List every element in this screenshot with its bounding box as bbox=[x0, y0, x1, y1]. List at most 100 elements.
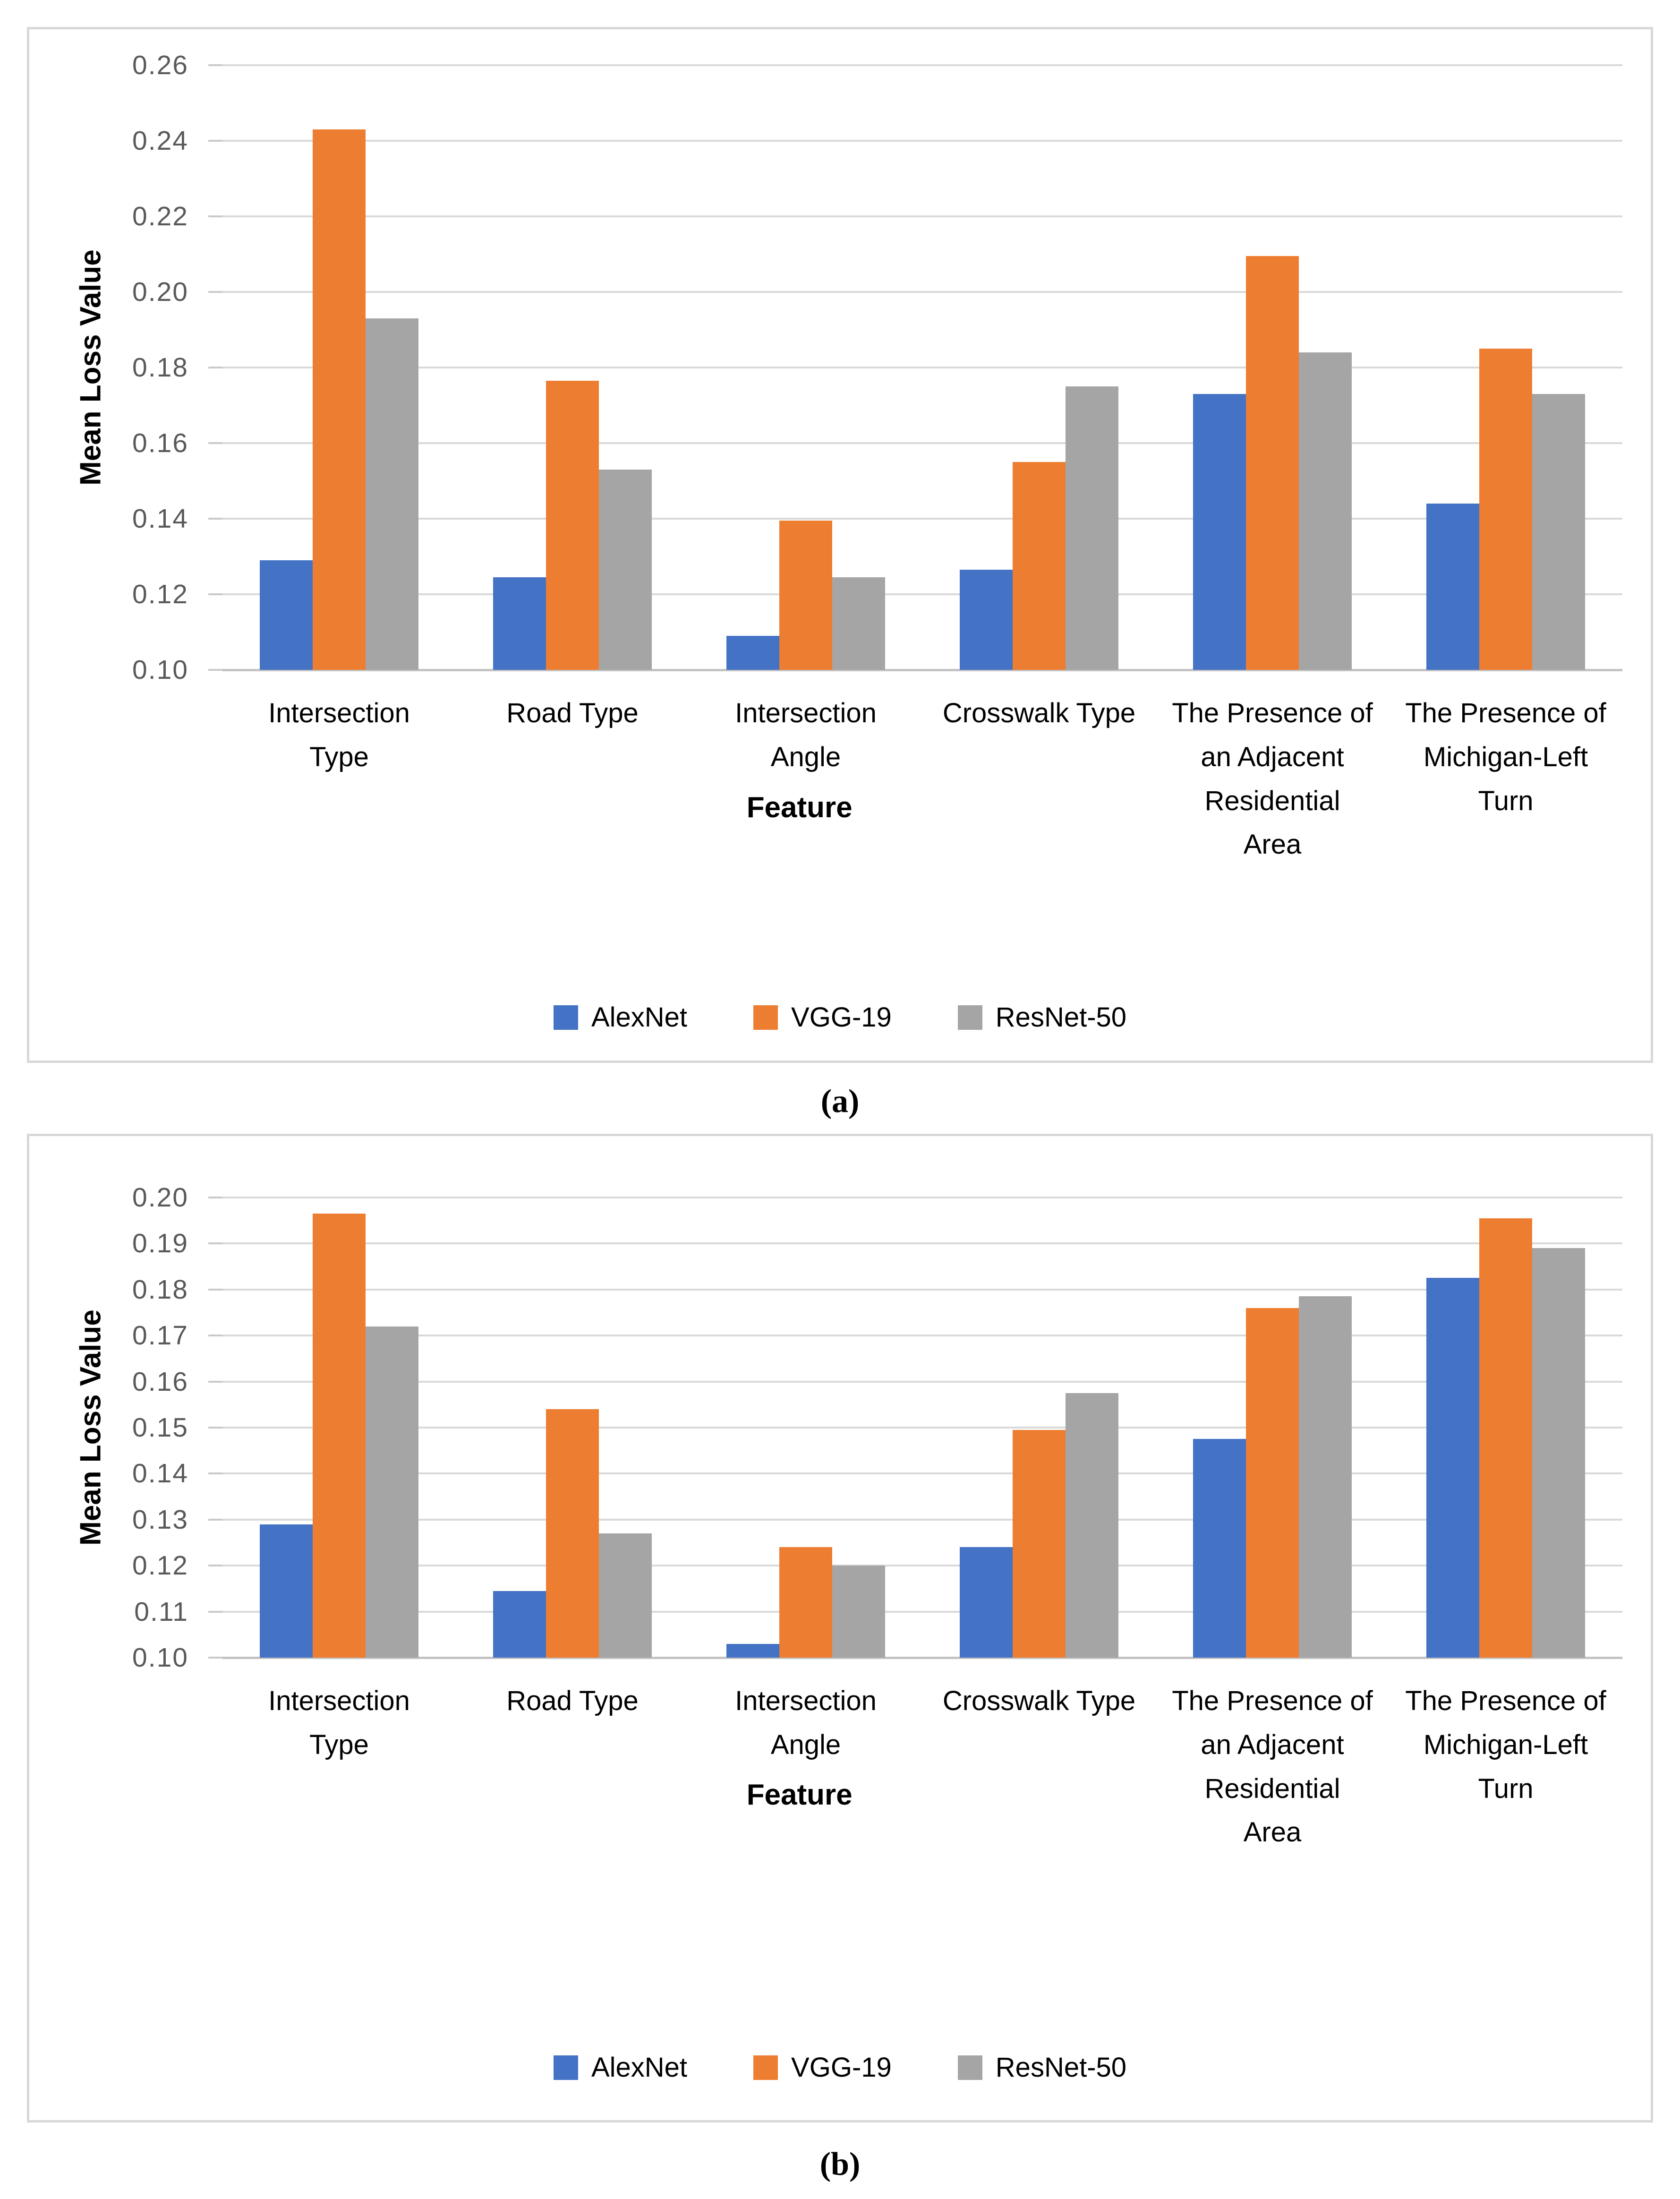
y-tick-label: 0.12 bbox=[132, 1550, 188, 1581]
x-category-label: Road Type bbox=[506, 698, 639, 728]
bar-group bbox=[1389, 1198, 1622, 1658]
bar-group bbox=[1156, 65, 1389, 670]
y-tick-mark bbox=[208, 215, 222, 217]
y-tick-label: 0.16 bbox=[132, 1366, 188, 1397]
x-category-label: Intersection Angle bbox=[735, 698, 877, 772]
bars-layer bbox=[222, 1198, 1622, 1658]
y-tick-label: 0.20 bbox=[132, 277, 188, 307]
y-tick-label: 0.12 bbox=[132, 579, 188, 609]
legend-item: ResNet-50 bbox=[957, 2052, 1126, 2083]
y-tick-label: 0.13 bbox=[132, 1504, 188, 1535]
bar-alexnet bbox=[1193, 394, 1246, 670]
y-tick-mark bbox=[208, 64, 222, 66]
plot-area: 0.20 0.19 0.18 0.17 0.16 0.15 0.14 0.13 0.12 0.11… bbox=[132, 1182, 1622, 1673]
bar-vgg-19 bbox=[546, 381, 599, 670]
x-axis-title: Feature bbox=[746, 791, 853, 824]
bar-group bbox=[456, 1198, 689, 1658]
x-category-label: Crosswalk Type bbox=[942, 698, 1136, 728]
bar-resnet-50 bbox=[832, 1566, 886, 1658]
y-tick-label: 0.10 bbox=[132, 655, 188, 685]
y-tick-label: 0.16 bbox=[132, 428, 188, 458]
y-tick-label: 0.14 bbox=[132, 504, 188, 534]
gridline bbox=[222, 1197, 1622, 1198]
legend-swatch-alexnet bbox=[553, 1005, 578, 1030]
y-tick-mark bbox=[208, 518, 222, 520]
y-tick-label: 0.24 bbox=[132, 126, 188, 156]
panel-caption-b: (b) bbox=[819, 2146, 861, 2182]
legend-item: AlexNet bbox=[553, 1001, 687, 1033]
legend-swatch-resnet-50 bbox=[957, 2055, 982, 2080]
y-tick-label: 0.22 bbox=[132, 201, 188, 231]
gridline bbox=[222, 442, 1622, 444]
gridline bbox=[222, 518, 1622, 520]
y-tick-mark bbox=[208, 1427, 222, 1429]
x-axis-line bbox=[222, 669, 1622, 671]
gridline bbox=[222, 1565, 1622, 1567]
bar-resnet-50 bbox=[1066, 1393, 1119, 1658]
y-tick-mark bbox=[208, 669, 222, 671]
bar-resnet-50 bbox=[1532, 394, 1586, 670]
bar-resnet-50 bbox=[599, 1533, 652, 1658]
bar-alexnet bbox=[959, 570, 1013, 670]
plot-area: 0.26 0.24 0.22 0.20 0.18 0.16 0.14 0.12 0.10 bbox=[132, 50, 1622, 685]
y-tick-mark bbox=[208, 593, 222, 595]
legend-label: ResNet-50 bbox=[995, 1002, 1127, 1033]
chart-panel-b: Mean Loss Value 0.20 0.19 0.18 0.17 0.16 0.15… bbox=[27, 1134, 1653, 2122]
x-category-label: Intersection Angle bbox=[735, 1686, 877, 1760]
chart-panel-a: Mean Loss Value 0.26 0.24 0.22 0.20 0.18 0.16… bbox=[27, 27, 1653, 1063]
bar-vgg-19 bbox=[1012, 462, 1066, 670]
bar-group bbox=[222, 1198, 456, 1658]
bar-vgg-19 bbox=[779, 1547, 833, 1658]
gridline bbox=[222, 593, 1622, 595]
gridline bbox=[222, 1380, 1622, 1383]
panel-caption-a: (a) bbox=[820, 1083, 860, 1120]
bar-vgg-19 bbox=[312, 129, 366, 670]
y-tick-label: 0.10 bbox=[132, 1643, 188, 1673]
y-tick-mark bbox=[208, 1197, 222, 1198]
gridline bbox=[222, 1427, 1622, 1429]
x-category-label: Intersection Type bbox=[268, 1686, 410, 1760]
legend: AlexNet VGG-19 ResNet-50 bbox=[29, 2052, 1651, 2083]
y-tick-mark bbox=[208, 1380, 222, 1383]
x-category-labels: Intersection Type Road Type Intersection Ang… bbox=[222, 692, 1622, 867]
y-tick-label: 0.19 bbox=[132, 1228, 188, 1259]
bar-group bbox=[689, 65, 922, 670]
legend-item: AlexNet bbox=[553, 2052, 688, 2083]
legend: AlexNet VGG-19 ResNet-50 bbox=[29, 1001, 1651, 1033]
x-category-label: The Presence of Michigan-Left Turn bbox=[1405, 698, 1606, 816]
gridline bbox=[222, 1518, 1622, 1521]
x-category-label: The Presence of an Adjacent Residential Are… bbox=[1172, 698, 1373, 860]
y-tick-mark bbox=[208, 140, 222, 142]
y-tick-label: 0.11 bbox=[134, 1596, 188, 1627]
legend-label: AlexNet bbox=[591, 2052, 688, 2083]
bar-group bbox=[456, 65, 689, 670]
bar-group bbox=[689, 1198, 922, 1658]
y-tick-mark bbox=[208, 1288, 222, 1291]
legend-item: ResNet-50 bbox=[957, 1001, 1127, 1033]
legend-item: VGG-19 bbox=[753, 1001, 892, 1033]
bar-vgg-19 bbox=[1245, 256, 1299, 670]
bar-alexnet bbox=[1426, 1278, 1479, 1658]
bars-layer bbox=[222, 65, 1622, 670]
bar-resnet-50 bbox=[366, 318, 419, 670]
gridline bbox=[222, 140, 1622, 142]
x-axis-line bbox=[222, 1657, 1622, 1659]
bar-alexnet bbox=[259, 1524, 313, 1658]
bar-vgg-19 bbox=[1479, 1218, 1533, 1658]
bar-group bbox=[1389, 65, 1622, 670]
x-category-label: Intersection Type bbox=[268, 698, 410, 772]
x-category-label: Crosswalk Type bbox=[942, 1686, 1136, 1716]
y-tick-mark bbox=[208, 1335, 222, 1337]
bar-group bbox=[1156, 1198, 1389, 1658]
x-category-label: The Presence of Michigan-Left Turn bbox=[1405, 1686, 1606, 1804]
bar-resnet-50 bbox=[1066, 386, 1119, 670]
legend-swatch-vgg-19 bbox=[753, 1005, 778, 1030]
y-tick-mark bbox=[208, 442, 222, 444]
gridline bbox=[222, 64, 1622, 66]
y-axis-title: Mean Loss Value bbox=[74, 1309, 107, 1546]
gridline bbox=[222, 291, 1622, 293]
y-tick-mark bbox=[208, 291, 222, 293]
legend-swatch-resnet-50 bbox=[957, 1005, 982, 1030]
bar-vgg-19 bbox=[546, 1409, 599, 1658]
